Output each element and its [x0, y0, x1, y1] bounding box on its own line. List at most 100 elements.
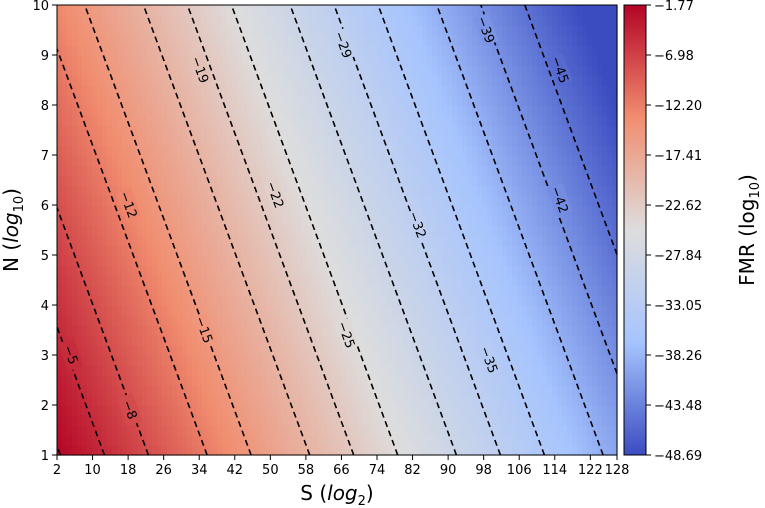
- heatmap-cell: [367, 375, 373, 386]
- heatmap-cell: [542, 125, 548, 136]
- heatmap-cell: [122, 435, 128, 446]
- heatmap-cell: [527, 255, 533, 266]
- heatmap-cell: [467, 315, 473, 326]
- heatmap-cell: [87, 185, 93, 196]
- heatmap-cell: [342, 195, 348, 206]
- heatmap-cell: [482, 95, 488, 106]
- heatmap-cell: [397, 425, 403, 436]
- heatmap-cell: [127, 295, 133, 306]
- heatmap-cell: [352, 295, 358, 306]
- heatmap-cell: [462, 105, 468, 116]
- heatmap-cell: [272, 325, 278, 336]
- heatmap-cell: [347, 115, 353, 126]
- heatmap-cell: [382, 235, 388, 246]
- heatmap-cell: [552, 435, 558, 446]
- heatmap-cell: [182, 65, 188, 76]
- heatmap-cell: [197, 205, 203, 216]
- heatmap-cell: [262, 335, 268, 346]
- heatmap-cell: [202, 245, 208, 256]
- heatmap-cell: [272, 305, 278, 316]
- heatmap-cell: [467, 135, 473, 146]
- heatmap-cell: [287, 355, 293, 366]
- heatmap-cell: [157, 55, 163, 66]
- heatmap-cell: [207, 205, 213, 216]
- heatmap-cell: [67, 285, 73, 296]
- heatmap-cell: [422, 35, 428, 46]
- heatmap-cell: [192, 385, 198, 396]
- heatmap-cell: [607, 295, 613, 306]
- heatmap-cell: [167, 15, 173, 26]
- heatmap-cell: [332, 225, 338, 236]
- heatmap-cell: [147, 115, 153, 126]
- heatmap-cell: [262, 375, 268, 386]
- heatmap-cell: [267, 165, 273, 176]
- heatmap-cell: [267, 155, 273, 166]
- heatmap-cell: [82, 285, 88, 296]
- heatmap-cell: [507, 235, 513, 246]
- heatmap-cell: [272, 385, 278, 396]
- heatmap-cell: [502, 115, 508, 126]
- heatmap-cell: [472, 395, 478, 406]
- heatmap-cell: [272, 335, 278, 346]
- heatmap-cell: [422, 85, 428, 96]
- heatmap-cell: [117, 5, 123, 16]
- heatmap-cell: [397, 155, 403, 166]
- heatmap-cell: [277, 355, 283, 366]
- heatmap-cell: [137, 395, 143, 406]
- heatmap-cell: [217, 45, 223, 56]
- heatmap-cell: [482, 335, 488, 346]
- heatmap-cell: [377, 185, 383, 196]
- heatmap-cell: [427, 435, 433, 446]
- heatmap-cell: [87, 345, 93, 356]
- heatmap-cell: [512, 185, 518, 196]
- heatmap-cell: [437, 275, 443, 286]
- heatmap-cell: [352, 325, 358, 336]
- heatmap-cell: [312, 105, 318, 116]
- heatmap-cell: [462, 435, 468, 446]
- heatmap-cell: [557, 85, 563, 96]
- heatmap-cell: [527, 395, 533, 406]
- heatmap-cell: [487, 175, 493, 186]
- heatmap-cell: [107, 445, 113, 456]
- heatmap-cell: [592, 5, 598, 16]
- heatmap-cell: [262, 195, 268, 206]
- heatmap-cell: [252, 25, 258, 36]
- heatmap-cell: [592, 215, 598, 226]
- heatmap-cell: [87, 365, 93, 376]
- heatmap-cell: [507, 345, 513, 356]
- heatmap-cell: [327, 395, 333, 406]
- heatmap-cell: [72, 45, 78, 56]
- heatmap-cell: [442, 135, 448, 146]
- heatmap-cell: [112, 305, 118, 316]
- heatmap-cell: [297, 95, 303, 106]
- heatmap-cell: [402, 175, 408, 186]
- heatmap-cell: [277, 155, 283, 166]
- heatmap-cell: [237, 275, 243, 286]
- heatmap-cell: [457, 195, 463, 206]
- heatmap-cell: [452, 85, 458, 96]
- heatmap-cell: [232, 145, 238, 156]
- heatmap-cell: [592, 15, 598, 26]
- heatmap-cell: [592, 75, 598, 86]
- heatmap-cell: [432, 275, 438, 286]
- heatmap-cell: [527, 185, 533, 196]
- heatmap-cell: [462, 175, 468, 186]
- heatmap-cell: [177, 265, 183, 276]
- heatmap-cell: [472, 345, 478, 356]
- heatmap-cell: [327, 105, 333, 116]
- heatmap-cell: [582, 295, 588, 306]
- heatmap-cell: [262, 115, 268, 126]
- heatmap-cell: [102, 405, 108, 416]
- heatmap-cell: [132, 315, 138, 326]
- heatmap-cell: [532, 385, 538, 396]
- heatmap-cell: [202, 95, 208, 106]
- heatmap-cell: [602, 185, 608, 196]
- heatmap-cell: [552, 225, 558, 236]
- heatmap-cell: [412, 145, 418, 156]
- heatmap-cell: [332, 115, 338, 126]
- heatmap-cell: [162, 15, 168, 26]
- heatmap-cell: [242, 55, 248, 66]
- heatmap-cell: [102, 75, 108, 86]
- heatmap-cell: [542, 275, 548, 286]
- heatmap-cell: [267, 135, 273, 146]
